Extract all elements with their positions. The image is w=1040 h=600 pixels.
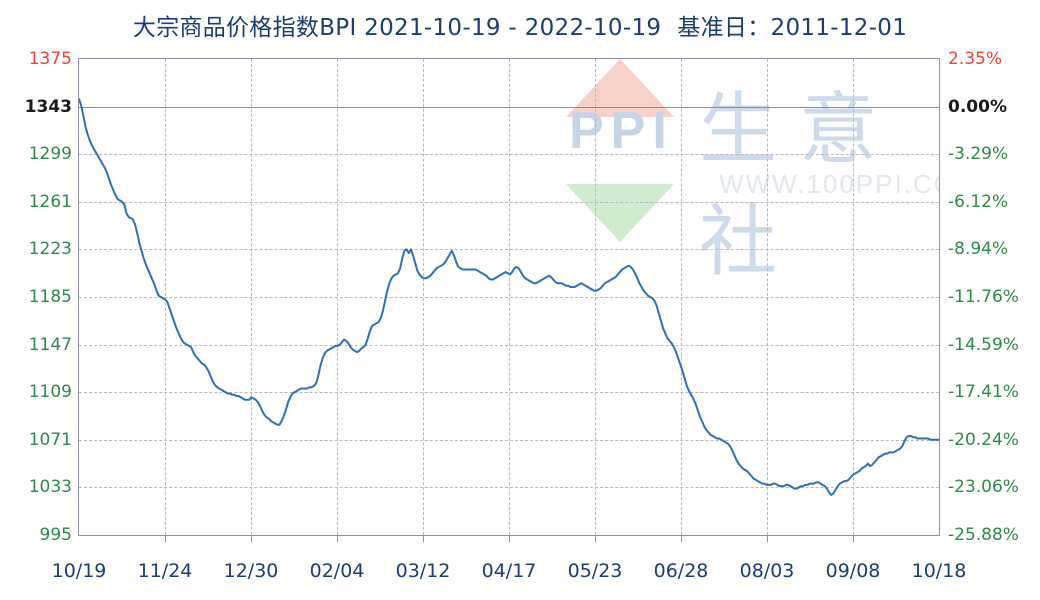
x-tick-label: 10/18: [911, 560, 967, 582]
x-tick-mark: [337, 536, 338, 542]
gridline-vertical: [595, 59, 596, 535]
y-tick-left: 1299: [28, 144, 72, 165]
page-title: 大宗商品价格指数BPI 2021-10-19 - 2022-10-19 基准日：2…: [0, 8, 1040, 42]
x-tick-label: 05/23: [567, 560, 623, 582]
y-tick-right: -6.12%: [948, 191, 1009, 212]
y-tick-right: -23.06%: [948, 477, 1019, 498]
x-tick-label: 08/03: [739, 560, 795, 582]
gridline-vertical: [251, 59, 252, 535]
y-tick-left: 1343: [24, 96, 72, 117]
y-tick-left: 1261: [28, 191, 72, 212]
y-tick-right: -17.41%: [948, 382, 1019, 403]
gridline-vertical: [337, 59, 338, 535]
x-tick-label: 09/08: [825, 560, 881, 582]
chart-title-main: 大宗商品价格指数BPI 2021-10-19 - 2022-10-19: [132, 15, 662, 41]
y-tick-left: 1109: [28, 382, 72, 403]
y-tick-left: 1223: [28, 239, 72, 260]
x-tick-label: 10/19: [51, 560, 107, 582]
gridline-vertical: [853, 59, 854, 535]
y-tick-right: -25.88%: [948, 525, 1019, 545]
x-tick-mark: [509, 536, 510, 542]
y-tick-left: 1185: [28, 287, 72, 307]
y-tick-right: -8.94%: [948, 239, 1009, 260]
y-tick-right: 0.00%: [948, 96, 1007, 117]
gridline-vertical: [509, 59, 510, 535]
y-tick-right: -11.76%: [948, 287, 1019, 307]
y-tick-left: 1375: [28, 49, 72, 69]
y-tick-left: 995: [39, 525, 72, 545]
x-tick-label: 11/24: [137, 560, 193, 582]
series-line-bpi: [79, 98, 939, 496]
y-tick-left: 1033: [28, 477, 72, 498]
x-tick-label: 02/04: [309, 560, 365, 582]
x-tick-mark: [251, 536, 252, 542]
x-tick-mark: [595, 536, 596, 542]
x-tick-label: 03/12: [395, 560, 451, 582]
series-path-bpi: [79, 98, 939, 496]
chart-title-basedate: 基准日：2011-12-01: [677, 15, 908, 41]
x-tick-mark: [681, 536, 682, 542]
x-tick-mark: [423, 536, 424, 542]
x-tick-mark: [165, 536, 166, 542]
gridline-vertical: [767, 59, 768, 535]
gridline-vertical: [423, 59, 424, 535]
y-tick-left: 1071: [28, 429, 72, 450]
x-tick-mark: [767, 536, 768, 542]
plot-area: PPI 生意社 WWW.100PPI.COM: [78, 58, 940, 536]
y-tick-right: 2.35%: [948, 49, 1003, 69]
gridline-vertical: [165, 59, 166, 535]
x-tick-mark: [853, 536, 854, 542]
x-tick-label: 04/17: [481, 560, 537, 582]
gridline-vertical: [681, 59, 682, 535]
y-tick-right: -3.29%: [948, 144, 1009, 165]
y-tick-left: 1147: [28, 334, 72, 355]
y-tick-right: -14.59%: [948, 334, 1019, 355]
x-tick-label: 06/28: [653, 560, 709, 582]
y-tick-right: -20.24%: [948, 429, 1019, 450]
x-tick-label: 12/30: [223, 560, 279, 582]
